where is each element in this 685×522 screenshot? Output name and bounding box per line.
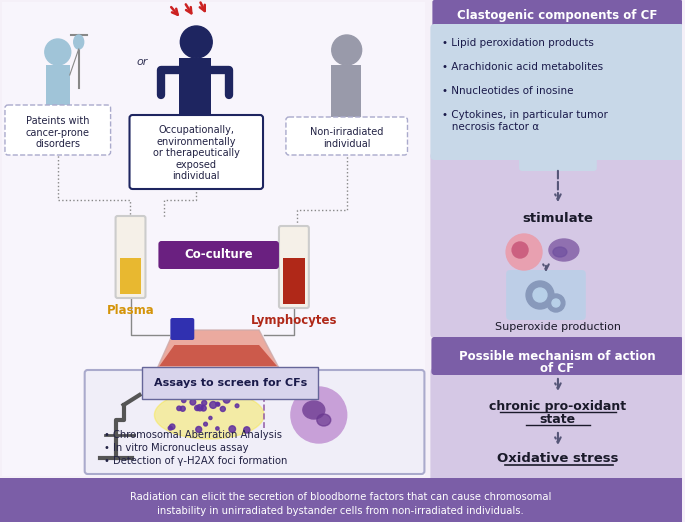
FancyBboxPatch shape bbox=[286, 117, 408, 155]
Circle shape bbox=[221, 407, 225, 411]
Text: Clastogenic components of CF: Clastogenic components of CF bbox=[457, 8, 657, 21]
Circle shape bbox=[223, 396, 230, 403]
FancyBboxPatch shape bbox=[158, 241, 279, 269]
Circle shape bbox=[177, 406, 182, 411]
Text: or: or bbox=[137, 57, 148, 67]
Text: • Nnucleotides of inosine: • Nnucleotides of inosine bbox=[443, 86, 574, 96]
Polygon shape bbox=[158, 330, 279, 368]
Circle shape bbox=[533, 288, 547, 302]
Circle shape bbox=[203, 422, 208, 426]
FancyBboxPatch shape bbox=[432, 337, 684, 375]
Text: Pateints with
cancer-prone
disorders: Pateints with cancer-prone disorders bbox=[26, 116, 90, 149]
Circle shape bbox=[552, 299, 560, 307]
Text: Plasma: Plasma bbox=[107, 304, 154, 317]
Ellipse shape bbox=[303, 401, 325, 419]
FancyBboxPatch shape bbox=[432, 0, 682, 30]
Circle shape bbox=[235, 404, 239, 408]
FancyBboxPatch shape bbox=[171, 318, 195, 340]
Circle shape bbox=[197, 405, 203, 411]
Text: Lymphocytes: Lymphocytes bbox=[251, 314, 337, 327]
Text: state: state bbox=[540, 413, 576, 426]
Text: • Lipid peroxidation products: • Lipid peroxidation products bbox=[443, 38, 594, 48]
Ellipse shape bbox=[549, 239, 579, 261]
Ellipse shape bbox=[553, 247, 567, 257]
FancyBboxPatch shape bbox=[5, 105, 110, 155]
FancyBboxPatch shape bbox=[116, 216, 145, 298]
Circle shape bbox=[180, 406, 185, 411]
Ellipse shape bbox=[74, 35, 84, 49]
Text: Assays to screen for CFs: Assays to screen for CFs bbox=[153, 378, 307, 388]
FancyBboxPatch shape bbox=[331, 65, 361, 120]
Circle shape bbox=[201, 406, 206, 411]
Text: Co-culture: Co-culture bbox=[184, 248, 253, 262]
Circle shape bbox=[169, 426, 172, 430]
Circle shape bbox=[216, 427, 219, 430]
Circle shape bbox=[170, 424, 175, 430]
FancyBboxPatch shape bbox=[283, 258, 305, 304]
Circle shape bbox=[182, 398, 186, 402]
Circle shape bbox=[291, 387, 347, 443]
Circle shape bbox=[512, 242, 528, 258]
Circle shape bbox=[526, 281, 554, 309]
Text: of CF: of CF bbox=[540, 362, 574, 375]
Ellipse shape bbox=[154, 391, 264, 439]
Polygon shape bbox=[160, 345, 277, 366]
Circle shape bbox=[195, 406, 200, 411]
Text: • Cytokines, in particular tumor
   necrosis factor α: • Cytokines, in particular tumor necrosi… bbox=[443, 110, 608, 132]
FancyBboxPatch shape bbox=[85, 370, 425, 474]
FancyBboxPatch shape bbox=[506, 270, 586, 320]
FancyBboxPatch shape bbox=[279, 226, 309, 308]
Circle shape bbox=[209, 417, 212, 420]
Text: Non-iriradiated
individual: Non-iriradiated individual bbox=[310, 127, 384, 149]
Text: Radiation can elicit the secretion of bloodborne factors that can cause chromoso: Radiation can elicit the secretion of bl… bbox=[130, 492, 551, 502]
Text: instability in unirradiated bystander cells from non-irradiated individuals.: instability in unirradiated bystander ce… bbox=[158, 506, 524, 516]
Text: • Chromosomal Aberration Analysis: • Chromosomal Aberration Analysis bbox=[103, 430, 282, 440]
FancyBboxPatch shape bbox=[129, 115, 263, 189]
Circle shape bbox=[229, 426, 236, 432]
FancyBboxPatch shape bbox=[430, 368, 684, 482]
FancyBboxPatch shape bbox=[519, 147, 597, 171]
Text: Superoxide production: Superoxide production bbox=[495, 322, 621, 332]
Circle shape bbox=[196, 426, 201, 432]
Text: • In vitro Micronucleus assay: • In vitro Micronucleus assay bbox=[103, 443, 248, 453]
Ellipse shape bbox=[317, 414, 331, 426]
Circle shape bbox=[190, 399, 196, 405]
Text: • Detection of γ-H2AX foci formation: • Detection of γ-H2AX foci formation bbox=[103, 456, 287, 466]
Text: Oxidative stress: Oxidative stress bbox=[497, 452, 619, 465]
FancyBboxPatch shape bbox=[120, 258, 142, 294]
Text: • Arachidonic acid metabolites: • Arachidonic acid metabolites bbox=[443, 62, 603, 72]
Text: stimulate: stimulate bbox=[523, 212, 593, 225]
Circle shape bbox=[216, 403, 220, 406]
Text: chronic pro-oxidant: chronic pro-oxidant bbox=[489, 400, 627, 413]
Circle shape bbox=[547, 294, 565, 312]
Text: Possible mechanism of action: Possible mechanism of action bbox=[459, 350, 656, 363]
FancyBboxPatch shape bbox=[2, 2, 425, 476]
Circle shape bbox=[332, 35, 362, 65]
Circle shape bbox=[244, 427, 250, 433]
FancyBboxPatch shape bbox=[0, 478, 682, 522]
Circle shape bbox=[45, 39, 71, 65]
FancyBboxPatch shape bbox=[430, 24, 684, 160]
FancyBboxPatch shape bbox=[46, 65, 70, 107]
FancyBboxPatch shape bbox=[430, 152, 684, 338]
Circle shape bbox=[506, 234, 542, 270]
Circle shape bbox=[201, 400, 207, 406]
Circle shape bbox=[180, 26, 212, 58]
Circle shape bbox=[216, 402, 219, 406]
Circle shape bbox=[210, 401, 216, 408]
Text: Occupationally,
environmentally
or therapeutically
exposed
individual: Occupationally, environmentally or thera… bbox=[153, 125, 240, 182]
FancyBboxPatch shape bbox=[179, 58, 211, 116]
